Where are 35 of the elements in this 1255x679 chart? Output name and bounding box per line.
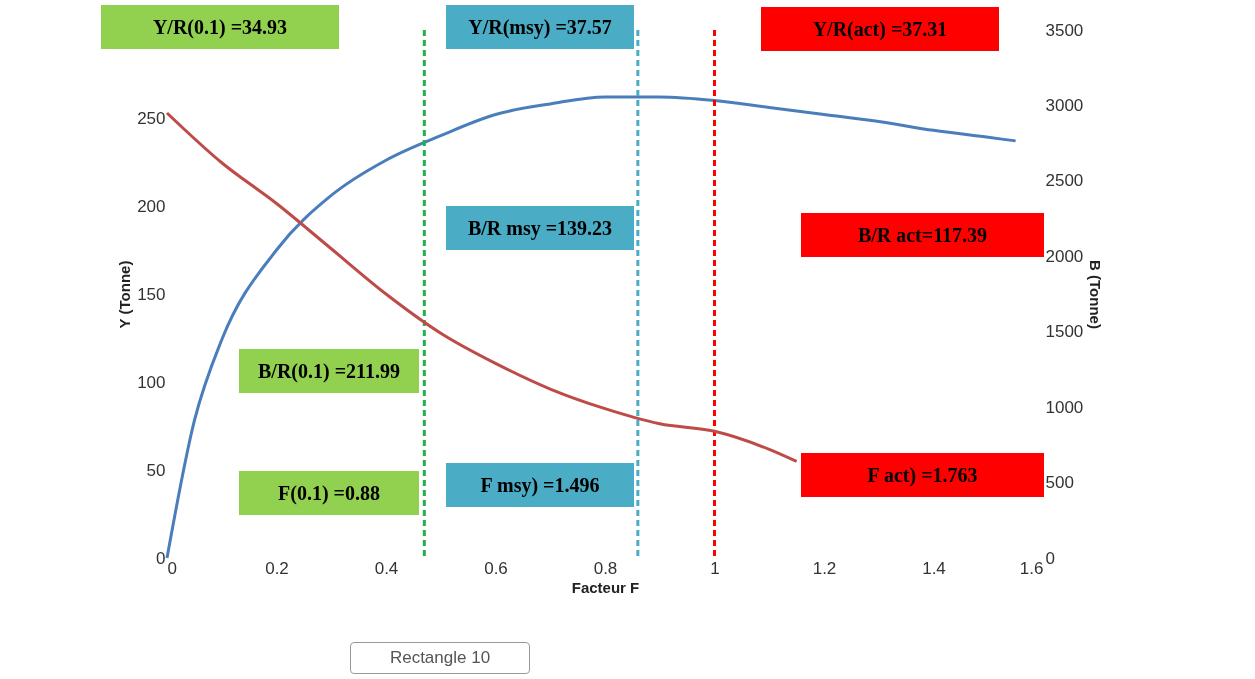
- y2-tick-label: 1000: [1045, 397, 1084, 417]
- y2-tick-label: 3000: [1045, 95, 1084, 115]
- y-tick-label: 200: [137, 196, 166, 216]
- y-axis-title: Y (Tonne): [116, 260, 134, 329]
- x-tick-label: 0.2: [265, 558, 289, 578]
- y-tick-label: 250: [137, 108, 166, 128]
- x-axis-title: Facteur F: [571, 578, 640, 596]
- x-tick-label: 0.8: [593, 558, 618, 578]
- x-tick-label: 1.4: [922, 558, 946, 578]
- x-tick-label: 1.2: [812, 558, 837, 578]
- callout-box: Rectangle 10: [350, 642, 530, 674]
- callout-box: B/R msy =139.23: [445, 205, 635, 251]
- x-tick-label: 1.6: [1019, 558, 1044, 578]
- y2-tick-label: 2500: [1045, 171, 1084, 191]
- callout-box: Y/R(act) =37.31: [760, 6, 1000, 52]
- y2-tick-label: 1500: [1045, 322, 1084, 342]
- y-tick-label: 50: [146, 460, 166, 480]
- callout-box: Y/R(msy) =37.57: [445, 4, 635, 50]
- y2-tick-label: 3500: [1045, 20, 1084, 40]
- callout-box: B/R act=117.39: [800, 212, 1045, 258]
- y2-axis-title: B (Tonne): [1087, 260, 1105, 329]
- callout-box: B/R(0.1) =211.99: [238, 348, 420, 394]
- x-tick-label: 1: [710, 558, 720, 578]
- y2-tick-label: 500: [1045, 473, 1074, 493]
- x-tick-label: 0.4: [374, 558, 399, 578]
- line-series: [165, 111, 799, 463]
- line-series: [165, 95, 1018, 560]
- callout-box: F(0.1) =0.88: [238, 470, 420, 516]
- y-tick-label: 150: [137, 284, 166, 304]
- callout-box: F act) =1.763: [800, 452, 1045, 498]
- y-tick-label: 100: [137, 372, 166, 392]
- callout-box: Y/R(0.1) =34.93: [100, 4, 340, 50]
- callout-box: F msy) =1.496: [445, 462, 635, 508]
- x-tick-label: 0.6: [484, 558, 508, 578]
- y2-tick-label: 2000: [1045, 246, 1084, 266]
